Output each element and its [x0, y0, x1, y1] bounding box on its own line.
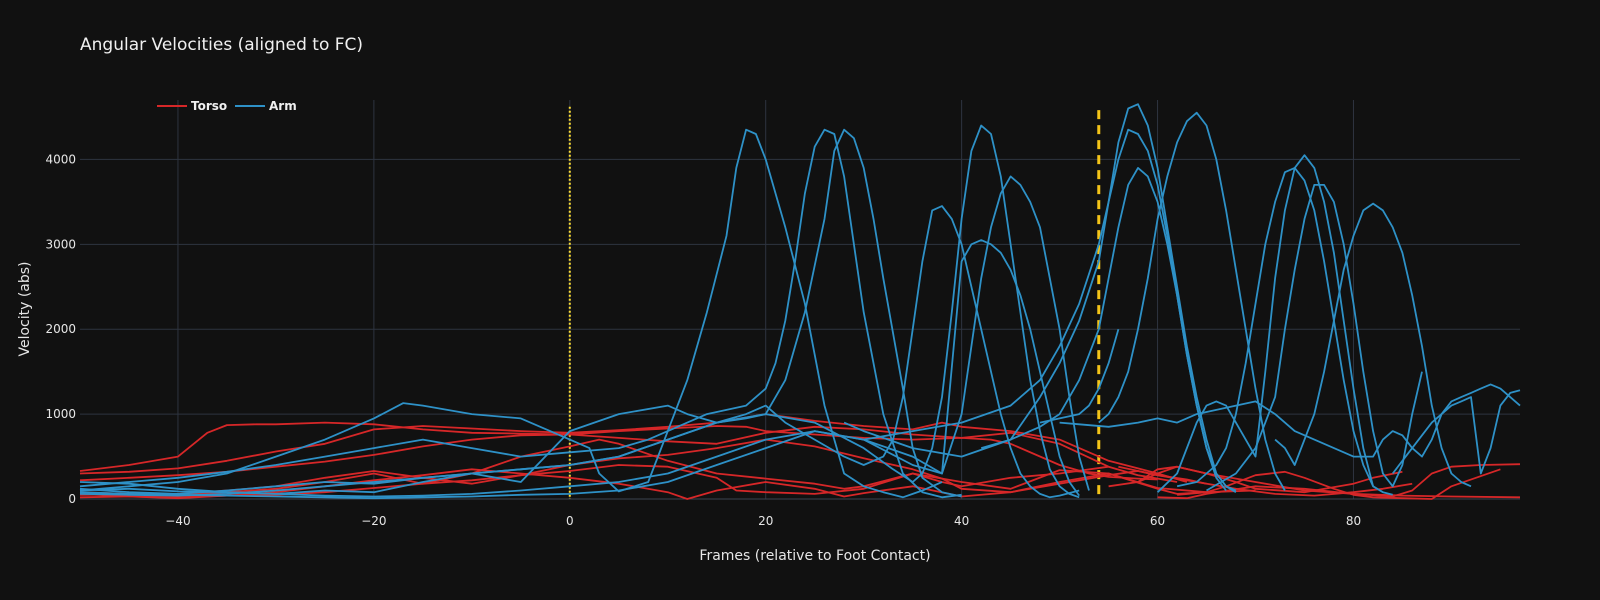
torso-series-line: [79, 468, 1207, 500]
arm-series-line: [79, 128, 962, 499]
arm-series-line: [79, 124, 1080, 499]
y-tick-label: 2000: [45, 322, 76, 336]
x-axis-title: Frames (relative to Foot Contact): [699, 548, 930, 564]
y-tick-label: 4000: [45, 152, 76, 166]
arm-series-line: [843, 103, 1237, 492]
x-tick-label: 40: [954, 514, 969, 528]
torso-legend-label: Torso: [191, 99, 227, 113]
torso-series-line: [79, 413, 1188, 483]
torso-series-line: [1137, 465, 1521, 499]
arm-series-line: [79, 128, 943, 499]
vertical-markers: [568, 106, 1101, 499]
x-tick-label: −20: [361, 514, 386, 528]
x-tick-label: 20: [758, 514, 773, 528]
arm-series-line: [1156, 154, 1374, 493]
torso-series-line: [1157, 463, 1521, 500]
torso-series-line: [79, 425, 1178, 483]
x-tick-label: −40: [165, 514, 190, 528]
y-tick-label: 3000: [45, 237, 76, 251]
arm-series-line: [980, 166, 1237, 493]
arm-series-line: [1059, 383, 1521, 458]
arm-legend-label: Arm: [269, 99, 297, 113]
x-axis-ticks: −40 −20 0 20 40 60 80: [165, 514, 1361, 528]
torso-series-line: [79, 421, 1158, 481]
y-tick-label: 1000: [45, 407, 76, 421]
arm-series-line: [1098, 111, 1286, 491]
torso-series-line: [79, 438, 1207, 496]
x-tick-label: 80: [1346, 514, 1361, 528]
arm-series-line: [79, 239, 1080, 500]
x-tick-label: 0: [566, 514, 574, 528]
chart-title: Angular Velocities (aligned to FC): [80, 35, 363, 55]
y-axis-title: Velocity (abs): [17, 261, 33, 356]
arm-series-line: [1176, 166, 1393, 496]
torso-series-line: [1118, 465, 1413, 497]
x-tick-label: 60: [1150, 514, 1165, 528]
y-axis-ticks: 0 1000 2000 3000 4000: [45, 152, 76, 506]
arm-series-line: [1206, 183, 1423, 492]
legend: Torso Arm: [157, 99, 297, 113]
series-lines: [79, 103, 1521, 500]
arm-series-line: [1039, 328, 1120, 424]
y-tick-label: 0: [68, 492, 76, 506]
arm-series-line: [1274, 202, 1472, 488]
arm-series-line: [1391, 389, 1521, 475]
